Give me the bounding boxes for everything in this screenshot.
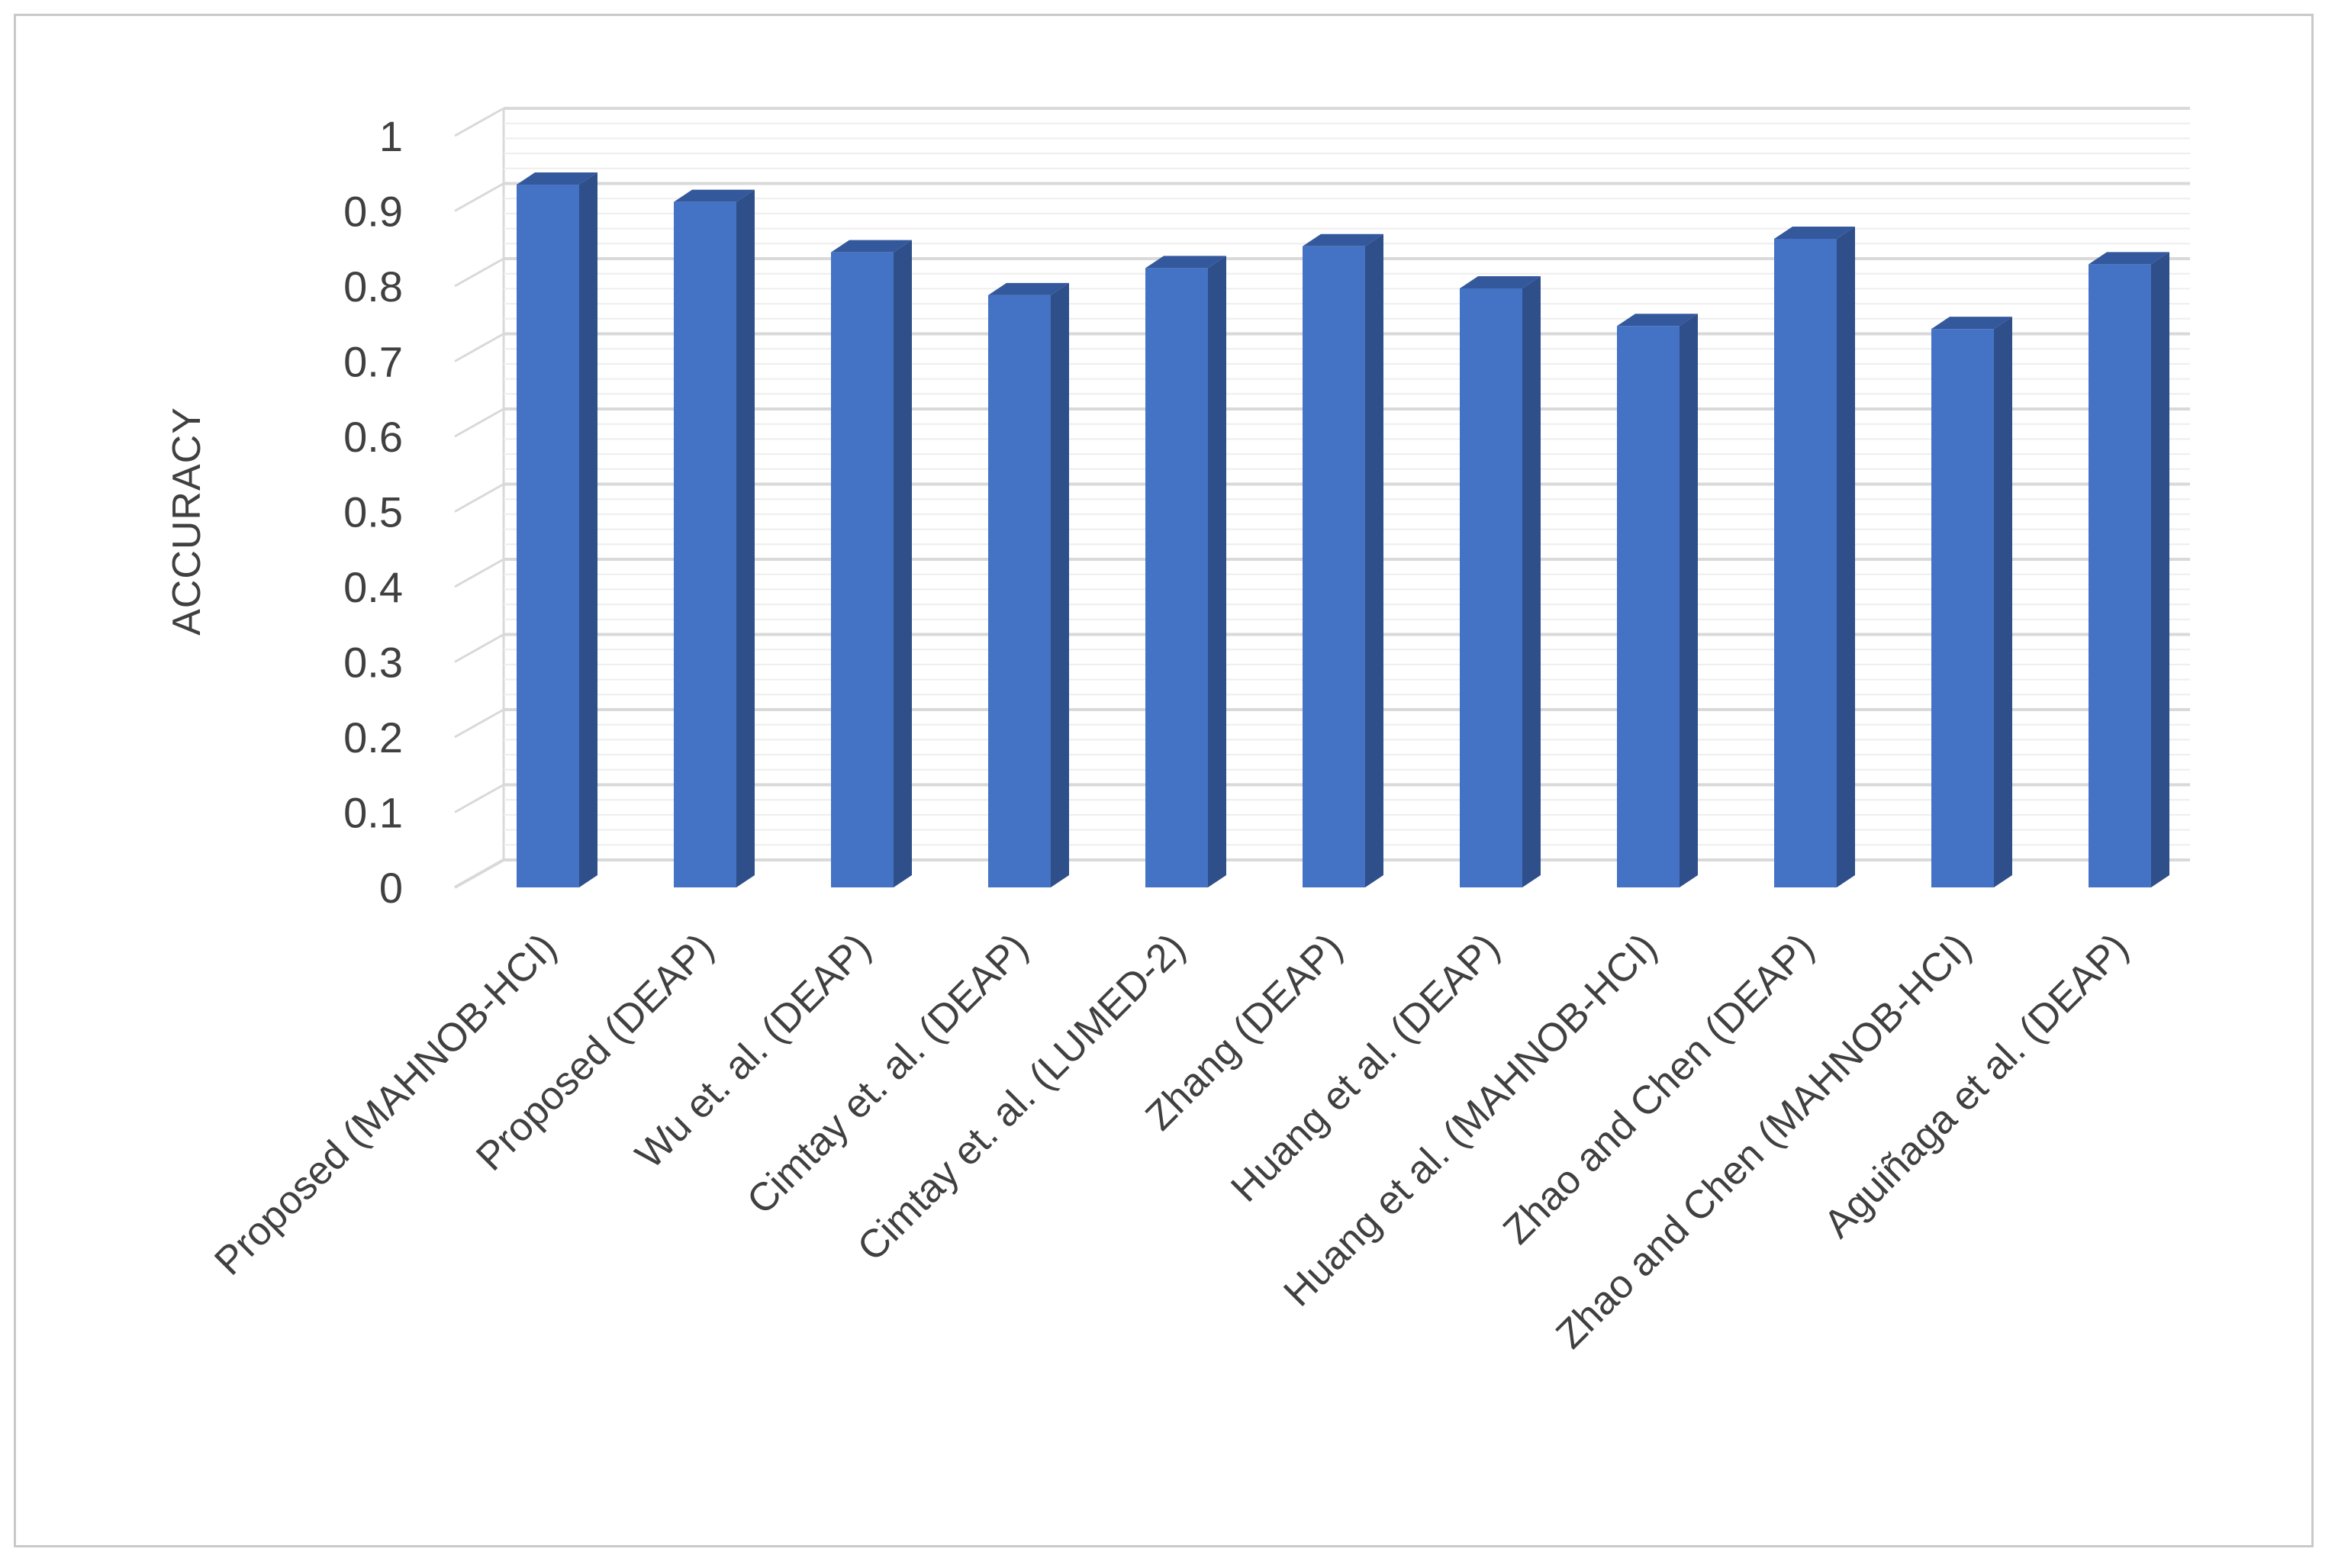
x-category-label: Zhao and Chen (DEAP) [1495, 925, 1822, 1252]
y-tick-label: 0.3 [343, 639, 403, 687]
x-category-label: Huang et al. (DEAP) [1222, 925, 1508, 1210]
gridline-side [454, 483, 504, 513]
bar [831, 240, 912, 887]
bar [674, 189, 755, 887]
bar-front [1460, 288, 1522, 888]
bar-side [1522, 275, 1541, 888]
x-category-labels: Proposed (MAHNOB-HCI)Proposed (DEAP)Wu e… [206, 925, 2137, 1357]
bar-front [517, 185, 579, 887]
bar [1460, 275, 1541, 888]
bar-side [1994, 317, 2012, 887]
y-tick-label: 0.9 [343, 188, 403, 236]
y-tick-label: 0.2 [343, 713, 403, 761]
bar-top [1931, 317, 2012, 330]
gridline-side [454, 182, 504, 212]
gridline-side [454, 333, 504, 362]
bar-front [1303, 246, 1365, 887]
bar-top [831, 240, 912, 253]
y-axis-title: ACCURACY [165, 407, 209, 636]
x-category-label: Cimtay et. al. (DEAP) [739, 925, 1036, 1222]
bar [988, 282, 1069, 887]
bar [1931, 317, 2012, 887]
bar-top [1145, 256, 1226, 269]
bar-front [674, 201, 736, 887]
bar-side [2151, 252, 2169, 887]
y-tick-label: 1 [379, 112, 403, 160]
bar [1145, 256, 1226, 887]
y-tick-label: 0.4 [343, 563, 403, 611]
bar-side [1208, 256, 1226, 887]
x-category-label: Aguiñaga et al. (DEAP) [1815, 925, 2137, 1246]
bar-top [2089, 252, 2169, 265]
bar [517, 172, 597, 887]
gridline-side [454, 257, 504, 288]
bar-side [894, 240, 912, 887]
gridline-side [454, 633, 504, 663]
bar-front [1931, 329, 1994, 887]
y-tick-labels: 0 0.1 0.2 0.3 0.4 0.5 0.6 0.7 0.8 0.9 1 [343, 112, 403, 912]
bar-top [988, 282, 1069, 295]
x-category-label: Cimtay et. al. (LUMED-2) [849, 925, 1194, 1270]
bar-side [1365, 233, 1383, 887]
gridline-side [454, 558, 504, 588]
gridline-side [454, 784, 504, 813]
y-tick-label: 0 [379, 864, 403, 912]
bar [1774, 226, 1855, 887]
bar-side [736, 189, 755, 887]
bar-front [2089, 264, 2151, 887]
bar-front [1617, 326, 1680, 888]
gridline-side [454, 858, 504, 889]
gridline-side [454, 107, 504, 137]
bar-side [579, 172, 597, 887]
bar-side [1051, 282, 1069, 887]
y-tick-label: 0.6 [343, 413, 403, 461]
bars [517, 172, 2169, 888]
bar-side [1680, 314, 1698, 888]
bar [1617, 314, 1698, 888]
bar [1303, 233, 1383, 887]
bar-front [988, 295, 1051, 887]
y-tick-label: 0.7 [343, 338, 403, 386]
y-tick-label: 0.8 [343, 262, 403, 311]
bar-top [1460, 275, 1541, 288]
gridline-side [454, 708, 504, 739]
y-tick-label: 0.1 [343, 789, 403, 837]
bar-side [1837, 226, 1855, 887]
bar-front [831, 252, 894, 887]
gridline-side [454, 407, 504, 438]
bar-top [674, 189, 755, 202]
bar [2089, 252, 2169, 887]
bar-top [1774, 226, 1855, 239]
y-tick-label: 0.5 [343, 488, 403, 536]
bar-front [1774, 238, 1837, 887]
bar-front [1145, 268, 1208, 887]
bar-top [1617, 314, 1698, 327]
bar-top [1303, 233, 1383, 246]
bar-top [517, 172, 597, 185]
